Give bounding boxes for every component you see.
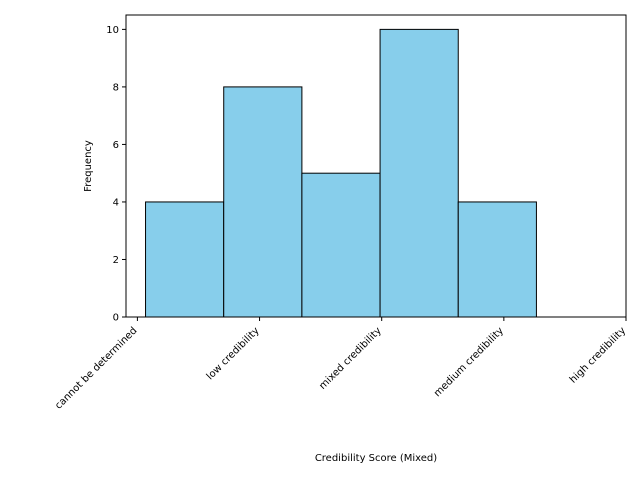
bars-group	[145, 28, 537, 318]
y-tick-label-4: 4	[113, 197, 119, 208]
x-tick-label-5: high credibility	[568, 325, 628, 385]
y-tick-label-2: 2	[113, 255, 119, 266]
x-tick-label-3: mixed credibility	[317, 325, 384, 392]
y-tick-label-8: 8	[113, 82, 119, 93]
x-tick-label-1: cannot be determined	[53, 325, 139, 411]
bar-3	[301, 172, 381, 318]
y-tick-label-10: 10	[106, 25, 119, 36]
bar-2	[223, 86, 303, 318]
x-axis-label: Credibility Score (Mixed)	[315, 453, 437, 464]
bar-5	[457, 201, 537, 318]
bar-4	[379, 28, 459, 318]
y-tick-label-6: 6	[113, 140, 119, 151]
bar-1	[145, 201, 225, 318]
y-tick-label-0: 0	[113, 313, 119, 324]
y-axis-label: Frequency	[83, 140, 94, 192]
x-tick-label-2: low credibility	[205, 325, 262, 382]
plot-frame	[125, 14, 627, 318]
x-tick-label-4: medium credibility	[432, 325, 506, 399]
